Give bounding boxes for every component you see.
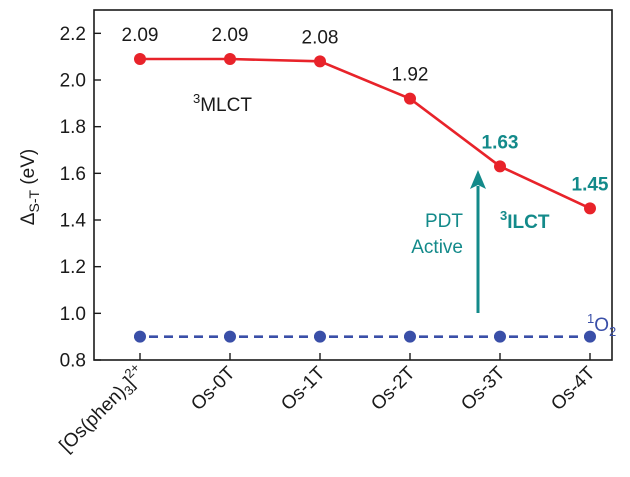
x-tick-label: Os-1T [277, 362, 329, 414]
y-tick-label: 1.6 [60, 164, 86, 185]
data-label: 1.63 [482, 132, 519, 153]
data-point [404, 330, 416, 343]
x-tick-label: Os-2T [367, 362, 419, 414]
data-label: 1.92 [392, 65, 429, 86]
y-axis-label: ΔS-T (eV) [18, 149, 42, 225]
data-point [404, 92, 416, 105]
data-label: 2.08 [302, 27, 339, 48]
data-label: 2.09 [212, 25, 249, 46]
x-tick-label: Os-3T [457, 362, 509, 414]
data-label: 2.09 [122, 25, 159, 46]
series-line-0 [140, 57, 591, 210]
data-point [224, 330, 236, 343]
x-tick-label: Os-0T [187, 362, 239, 414]
mlct-label: 3MLCT [193, 91, 252, 116]
pdt-label-line2: Active [411, 237, 463, 258]
y-tick-label: 2.2 [60, 24, 86, 45]
data-point [314, 330, 326, 343]
singlet-oxygen-label: 1O2 [587, 311, 616, 339]
data-label: 1.45 [572, 174, 609, 195]
pdt-label-line1: PDT [425, 211, 463, 232]
data-point [314, 55, 326, 68]
pdt-arrow-head [470, 170, 486, 189]
x-tick-label: Os-4T [547, 362, 599, 414]
data-point [134, 330, 146, 343]
data-point [494, 160, 506, 173]
y-tick-label: 1.0 [60, 304, 86, 325]
data-point [134, 53, 146, 65]
data-point [584, 202, 596, 215]
data-point [494, 330, 506, 343]
data-point [584, 330, 596, 343]
y-tick-label: 2.0 [60, 71, 86, 92]
plot-frame [93, 9, 613, 361]
y-tick-label: 1.4 [60, 211, 87, 232]
y-tick-label: 1.8 [60, 117, 86, 138]
ilct-label: 3ILCT [500, 208, 550, 233]
y-tick-label: 0.8 [60, 351, 86, 372]
x-tick-label: [Os(phen)3]2+ [53, 360, 151, 458]
data-point [224, 53, 236, 65]
y-tick-label: 1.2 [60, 257, 86, 278]
